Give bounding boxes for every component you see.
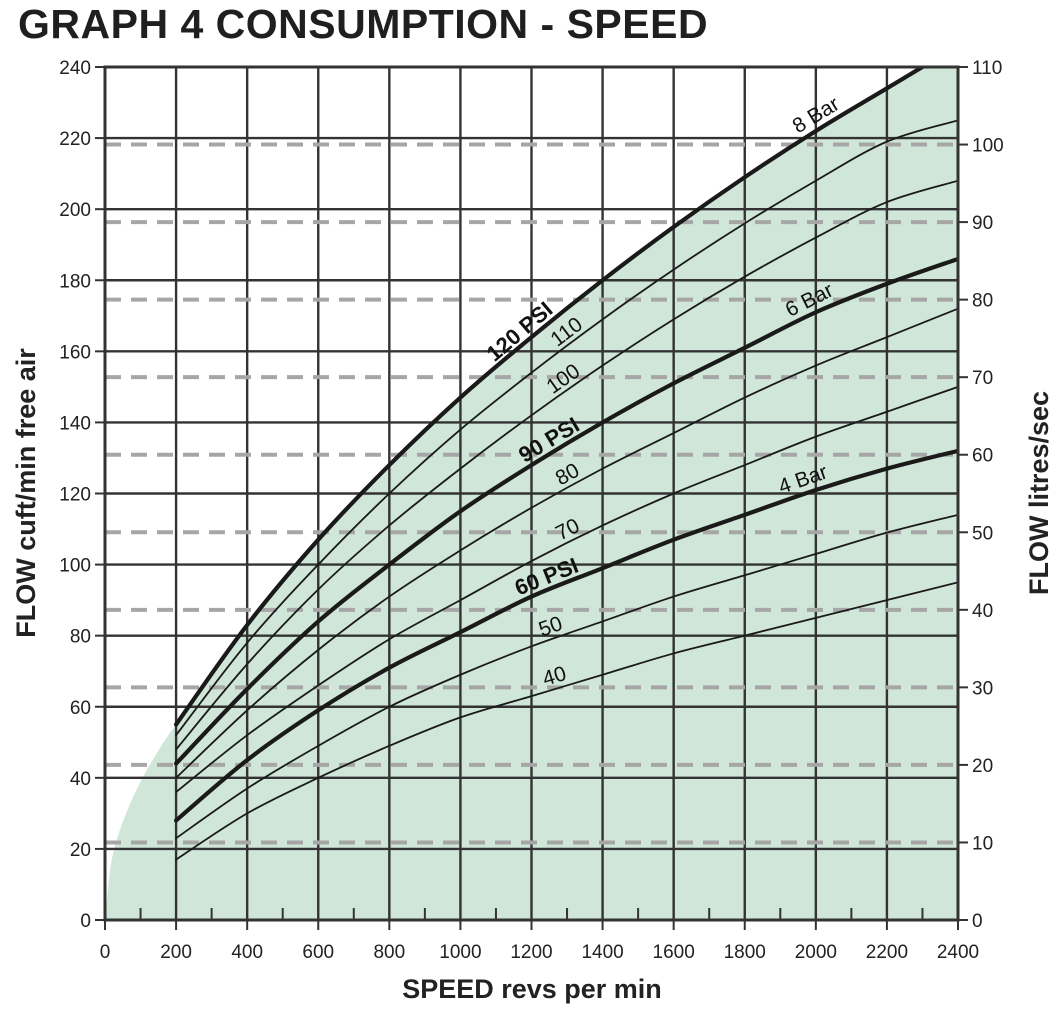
curve-80 (175, 307, 958, 779)
y-tick-label: 240 (59, 58, 91, 79)
x-tick-label: 1200 (510, 942, 552, 963)
y-tick-label: 140 (59, 413, 91, 434)
y2-tick-label: 80 (972, 291, 993, 312)
curve-100 (175, 179, 958, 751)
y-tick-label: 60 (70, 698, 91, 719)
x-tick-label: 1400 (581, 942, 623, 963)
y-axis-title: FLOW cuft/min free air (11, 348, 41, 638)
y-tick-label: 180 (59, 271, 91, 292)
operating-region-fill (105, 67, 958, 920)
curve-110 (175, 119, 958, 737)
y-tick-label: 200 (59, 200, 91, 221)
x-tick-label: 2200 (866, 942, 908, 963)
y-tick-label: 40 (70, 769, 91, 790)
y2-tick-label: 0 (972, 911, 983, 932)
y2-tick-label: 90 (972, 213, 993, 234)
x-tick-label: 1600 (653, 942, 695, 963)
x-tick-label: 1800 (724, 942, 766, 963)
y-tick-label: 100 (59, 556, 91, 577)
y-tick-label: 0 (80, 911, 91, 932)
y-tick-label: 160 (59, 342, 91, 363)
y2-tick-label: 20 (972, 756, 993, 777)
y2-tick-label: 50 (972, 523, 993, 544)
y-tick-label: 120 (59, 485, 91, 506)
y2-tick-label: 30 (972, 678, 993, 699)
y-tick-label: 80 (70, 627, 91, 648)
y2-tick-label: 40 (972, 601, 993, 622)
x-axis-title: SPEED revs per min (402, 974, 662, 1004)
curve-50 (175, 513, 958, 840)
x-tick-label: 800 (373, 942, 405, 963)
y2-tick-label: 100 (972, 136, 1004, 157)
curve-120-psi (173, 67, 925, 727)
curve-70 (175, 385, 958, 793)
x-tick-label: 2000 (795, 942, 837, 963)
x-tick-label: 400 (231, 942, 263, 963)
x-tick-label: 0 (100, 942, 111, 963)
x-tick-label: 200 (160, 942, 192, 963)
x-tick-label: 600 (302, 942, 334, 963)
y-tick-label: 220 (59, 129, 91, 150)
y2-tick-label: 70 (972, 368, 993, 389)
x-tick-label: 2400 (937, 942, 979, 963)
x-tick-label: 1000 (439, 942, 481, 963)
y2-axis-title: FLOW litres/sec (1024, 391, 1054, 595)
curve-40 (175, 581, 958, 861)
curve-90-psi (173, 256, 958, 766)
y2-tick-label: 110 (972, 58, 1002, 79)
y2-tick-label: 10 (972, 833, 993, 854)
y2-tick-label: 60 (972, 446, 993, 467)
curve-60-psi (173, 448, 958, 823)
y-tick-label: 20 (70, 840, 91, 861)
chart-title: GRAPH 4 CONSUMPTION - SPEED (18, 1, 709, 47)
